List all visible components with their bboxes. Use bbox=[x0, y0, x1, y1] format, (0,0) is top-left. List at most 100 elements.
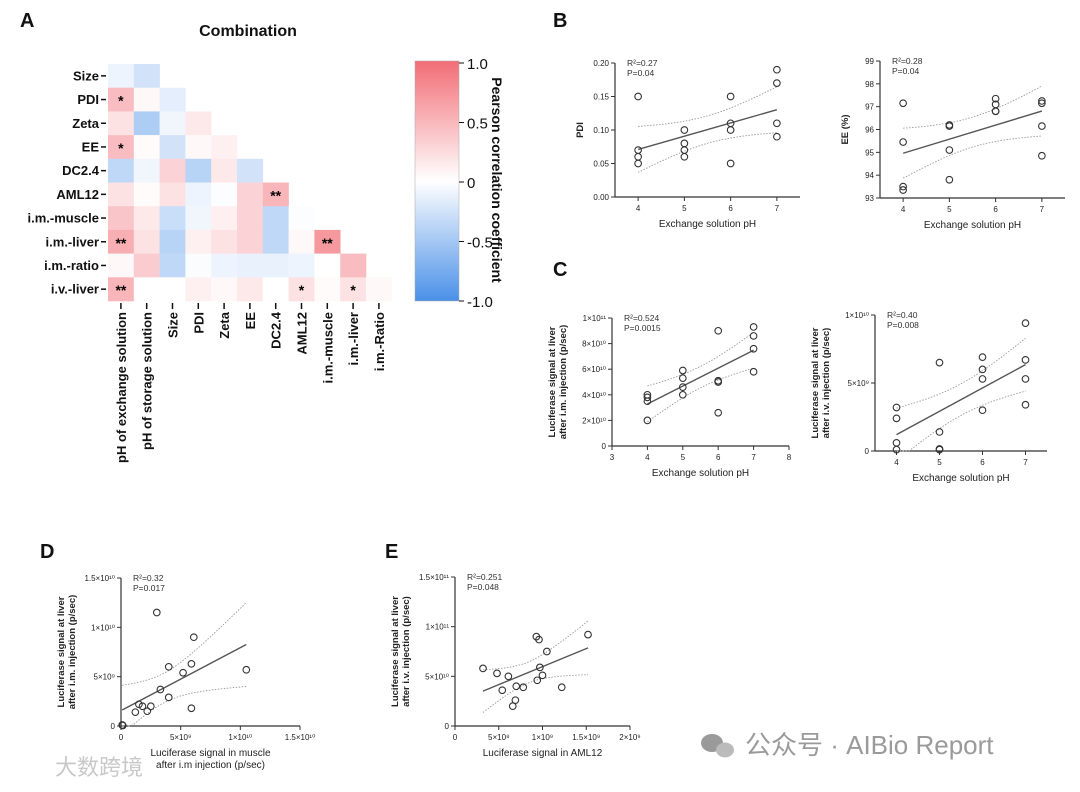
data-point bbox=[678, 374, 687, 383]
x-tick-label: 1.5×10⁹ bbox=[572, 733, 600, 742]
heatmap-cell bbox=[340, 253, 367, 278]
stat-label: P=0.017 bbox=[133, 583, 165, 593]
y-tick-label: 0 bbox=[111, 722, 116, 731]
data-point bbox=[557, 683, 566, 692]
y-axis-label: EE (%) bbox=[840, 114, 851, 144]
data-point bbox=[935, 358, 944, 367]
stat-label: R²=0.27 bbox=[627, 58, 658, 68]
heatmap-row-label: i.m.-ratio bbox=[44, 258, 99, 273]
heatmap-cell bbox=[237, 158, 264, 183]
regression-line bbox=[121, 643, 247, 711]
stat-label: P=0.04 bbox=[627, 68, 654, 78]
x-tick-label: 2×10⁹ bbox=[619, 733, 640, 742]
heatmap-row-label: EE bbox=[82, 139, 100, 154]
data-point bbox=[533, 676, 542, 685]
data-point bbox=[991, 107, 1000, 116]
heatmap-row-label: DC2.4 bbox=[62, 163, 100, 178]
data-point bbox=[899, 99, 907, 108]
data-point bbox=[678, 390, 687, 399]
heatmap-cell bbox=[211, 182, 238, 207]
scatter-plot-e: 0 5×10⁸ 1×10⁹ 1.5×10⁹ 2×10⁹ 0 5×10¹⁰ 1×10¹¹ 1.5×… bbox=[390, 572, 641, 759]
colorbar bbox=[414, 60, 460, 302]
heatmap-cell bbox=[185, 253, 212, 278]
heatmap-cell bbox=[366, 277, 393, 302]
data-point bbox=[714, 408, 723, 417]
scatter-plots: 4 5 6 7 0.00 0.05 0.10 0.15 0.20 Exchange solutio… bbox=[56, 56, 1065, 771]
data-point bbox=[892, 414, 901, 423]
data-point bbox=[678, 366, 687, 375]
x-tick-label: 6 bbox=[993, 205, 998, 214]
data-point bbox=[978, 353, 987, 362]
data-point bbox=[726, 126, 735, 134]
watermark-secondary: 大数跨境 bbox=[55, 755, 143, 780]
data-point bbox=[978, 406, 987, 415]
heatmap-cell bbox=[211, 277, 238, 302]
x-tick-label: 1×10⁹ bbox=[532, 733, 553, 742]
significance-marker: * bbox=[299, 282, 305, 298]
heatmap-cell bbox=[133, 158, 160, 183]
data-point bbox=[726, 159, 735, 168]
heatmap-cell bbox=[185, 182, 212, 207]
heatmap-row-label: i.v.-liver bbox=[51, 282, 99, 297]
stat-label: P=0.04 bbox=[892, 66, 919, 76]
data-point bbox=[164, 693, 173, 702]
heatmap-cell bbox=[108, 182, 135, 207]
heatmap-row-label: Size bbox=[73, 68, 99, 83]
wechat-icon bbox=[701, 734, 734, 758]
data-point bbox=[504, 672, 513, 681]
data-point bbox=[1038, 99, 1046, 108]
y-tick-label: 97 bbox=[865, 103, 874, 112]
heatmap-cell bbox=[185, 158, 212, 183]
colorbar-label: Pearson correlation coefficient bbox=[489, 77, 505, 283]
regression-line bbox=[482, 647, 589, 692]
significance-marker: ** bbox=[115, 235, 126, 251]
x-tick-label: 5 bbox=[937, 458, 942, 467]
y-axis-label: Luciferase signal at liver bbox=[390, 596, 401, 707]
y-tick-label: 96 bbox=[865, 126, 874, 135]
confidence-band-upper bbox=[122, 602, 247, 686]
heatmap-cell bbox=[237, 206, 264, 231]
heatmap-cell bbox=[108, 229, 135, 254]
x-tick-label: 1×10¹⁰ bbox=[228, 733, 252, 742]
confidence-band-upper bbox=[482, 620, 589, 671]
heatmap-cell bbox=[340, 277, 367, 302]
panel-letter-b: B bbox=[553, 10, 567, 32]
heatmap-cell bbox=[237, 253, 264, 278]
y-tick-label: 98 bbox=[865, 80, 874, 89]
data-point bbox=[118, 721, 127, 730]
data-point bbox=[584, 630, 592, 639]
data-point bbox=[189, 633, 198, 642]
data-point bbox=[1038, 151, 1046, 160]
data-point bbox=[179, 668, 187, 677]
heatmap-cell bbox=[262, 253, 289, 278]
heatmap-cell bbox=[159, 111, 186, 136]
x-tick-label: 5×10⁸ bbox=[488, 733, 509, 742]
heatmap-col-label: pH of exchange solution bbox=[114, 312, 129, 463]
x-axis-label: Exchange solution pH bbox=[659, 219, 756, 230]
data-point bbox=[1021, 319, 1030, 328]
heatmap-cell bbox=[133, 64, 160, 88]
heatmap-cell bbox=[133, 253, 160, 278]
data-point bbox=[643, 393, 652, 402]
heatmap-title: Combination bbox=[199, 23, 297, 40]
data-point bbox=[945, 122, 954, 130]
data-point bbox=[138, 702, 147, 711]
stat-label: R²=0.40 bbox=[887, 310, 918, 320]
stat-label: R²=0.28 bbox=[892, 56, 923, 66]
x-tick-label: 3 bbox=[610, 453, 615, 462]
stat-label: R²=0.524 bbox=[624, 313, 659, 323]
x-axis-label: Exchange solution pH bbox=[652, 468, 749, 479]
data-point bbox=[773, 119, 781, 128]
panel-letter-e: E bbox=[385, 541, 398, 563]
heatmap-col-label: PDI bbox=[191, 312, 206, 334]
heatmap-cell bbox=[185, 277, 212, 302]
heatmap-cell bbox=[133, 87, 160, 112]
regression-line bbox=[902, 110, 1043, 154]
data-point bbox=[749, 344, 758, 353]
x-tick-label: 0 bbox=[453, 733, 458, 742]
confidence-band-upper bbox=[638, 86, 778, 127]
x-tick-label: 4 bbox=[901, 205, 906, 214]
heatmap-cell bbox=[237, 182, 264, 207]
x-tick-label: 6 bbox=[980, 458, 985, 467]
